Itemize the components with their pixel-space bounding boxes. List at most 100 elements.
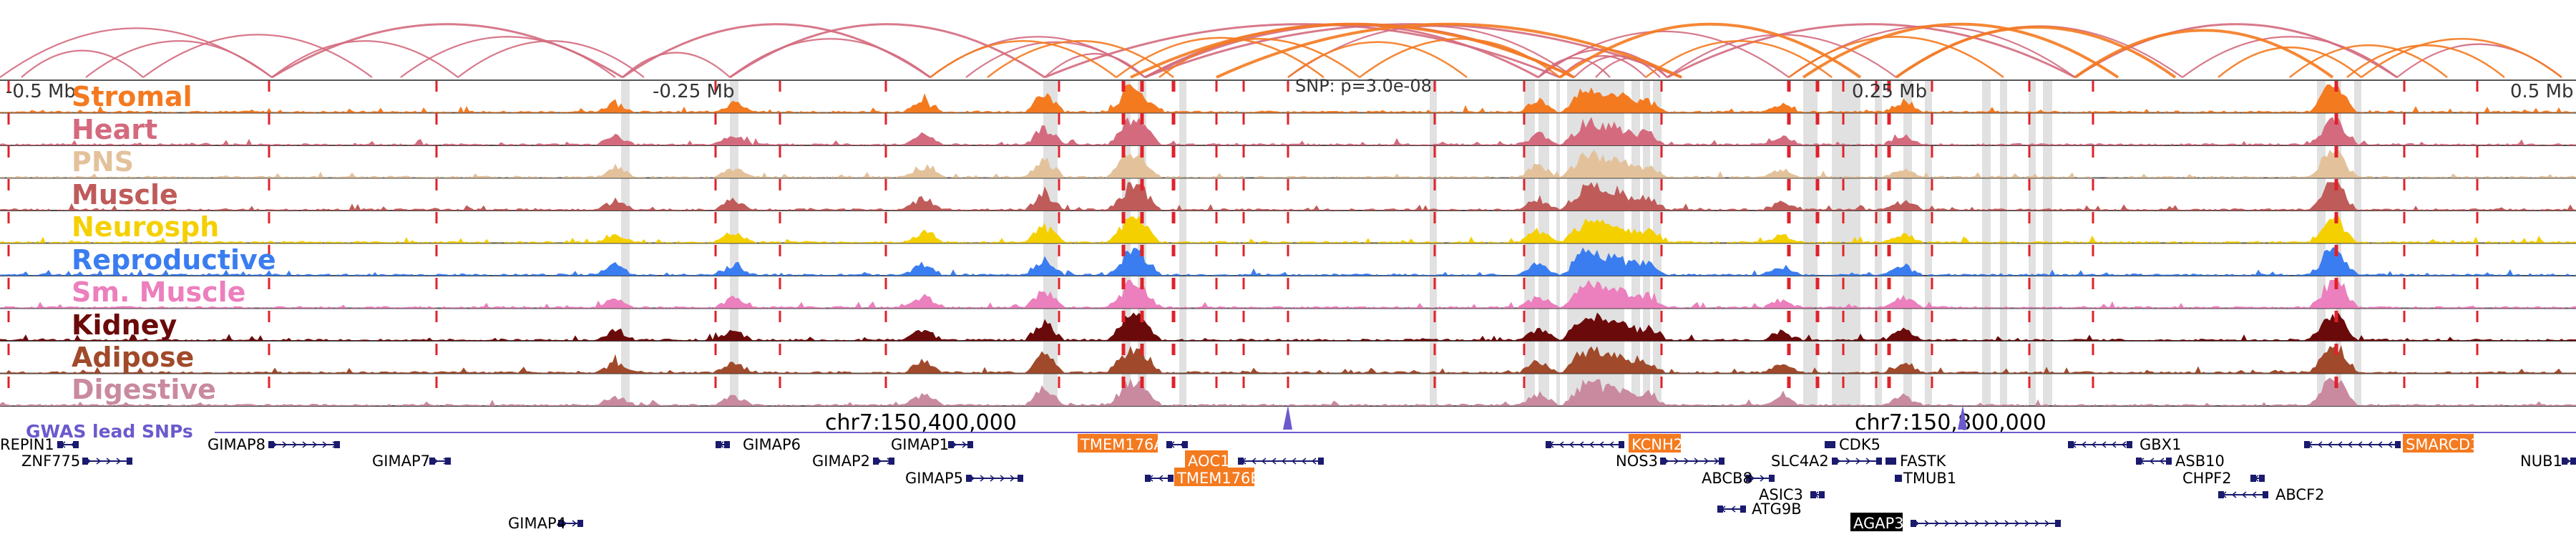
loop-arc (987, 39, 1174, 78)
gene-label: GIMAP1 (891, 436, 949, 453)
strand-arrow-icon (2251, 491, 2257, 498)
gene-label: ATG9B (1752, 500, 1802, 518)
track-signal-digestive (0, 377, 2576, 406)
loop-arc (1287, 41, 1468, 78)
loop-arc (1559, 55, 1646, 78)
strand-arrow-icon (322, 441, 328, 448)
track-label-pns: PNS (72, 146, 134, 178)
strand-arrow-icon (292, 441, 298, 448)
gene-label: GIMAP5 (905, 470, 963, 487)
gene-exon (127, 458, 132, 465)
strand-arrow-icon (2024, 520, 2030, 527)
strand-arrow-icon (980, 475, 985, 482)
gene-label: GIMAP8 (208, 436, 265, 453)
gene-label: SMARCD3 (2406, 436, 2480, 453)
gene-exon (445, 458, 451, 465)
strand-arrow-icon (302, 441, 308, 448)
gene-exon (2395, 441, 2401, 448)
loop-arc (2361, 38, 2562, 78)
strand-arrow-icon (2101, 441, 2107, 448)
track-labels: Stromal Heart PNS Muscle Neurosph Reprod… (72, 81, 276, 405)
gene-exon (1819, 491, 1825, 498)
gene-exon (577, 520, 583, 527)
gene-gimap6: GIMAP6 (716, 436, 801, 453)
gene-label: ASIC3 (1759, 486, 1803, 503)
gene-exon (1895, 475, 1901, 482)
gene-label-highlight (1850, 513, 1903, 531)
gwas-snp-marker (1283, 405, 1292, 430)
strand-arrow-icon (1944, 520, 1950, 527)
strand-arrow-icon (1568, 441, 1574, 448)
loop-arc (2218, 46, 2362, 78)
ruler-left-label: -0.5 Mb (6, 81, 76, 102)
track-label-kidney: Kidney (72, 309, 177, 341)
gene-exon (2250, 475, 2256, 482)
gene-exon (57, 441, 63, 448)
strand-arrow-icon (1291, 458, 1297, 465)
gene-exon (1740, 505, 1746, 513)
gene-exon (1619, 441, 1624, 448)
gene-nos3: NOS3 (1616, 453, 1724, 470)
strand-arrow-icon (1589, 441, 1594, 448)
gwas-lead-snps-track: GWAS lead SNPs (26, 405, 2576, 442)
strand-arrow-icon (2367, 441, 2373, 448)
track-signal-kidney (0, 312, 2576, 341)
gene-cdk5: CDK5 (1825, 436, 1880, 453)
strand-arrow-icon (1964, 520, 1970, 527)
strand-arrow-icon (1865, 458, 1871, 465)
gene-exon (73, 441, 79, 448)
track-signal-stromal (0, 84, 2576, 113)
gene-label: ASB10 (2175, 453, 2225, 470)
gene-exon (1746, 475, 1752, 482)
strand-arrow-icon (2241, 491, 2247, 498)
gene-label: CHPF2 (2182, 470, 2232, 487)
track-label-adipose: Adipose (72, 342, 194, 373)
gene-label: GIMAP7 (372, 453, 430, 470)
strand-arrow-icon (2377, 441, 2383, 448)
gene-label: FASTK (1900, 453, 1947, 470)
strand-arrow-icon (2081, 441, 2087, 448)
strand-arrow-icon (1599, 441, 1604, 448)
strand-arrow-icon (990, 475, 995, 482)
strand-arrow-icon (1694, 458, 1699, 465)
strand-arrow-icon (2337, 441, 2343, 448)
gene-exon (1660, 458, 1666, 465)
loop-arc (85, 40, 273, 78)
strand-arrow-icon (1674, 458, 1679, 465)
strand-arrow-icon (1855, 458, 1861, 465)
strand-arrow-icon (1261, 458, 1267, 465)
loop-arc (1574, 55, 1661, 78)
track-label-sm-muscle: Sm. Muscle (72, 276, 245, 308)
gene-exon (2218, 491, 2224, 498)
strand-arrow-icon (1984, 520, 1990, 527)
gene-exon (889, 458, 894, 465)
gene-atg9b: ATG9B (1717, 500, 1802, 518)
strand-arrow-icon (1000, 475, 1005, 482)
gene-exon (1832, 458, 1838, 465)
loop-arc (2346, 44, 2505, 78)
strand-arrow-icon (1301, 458, 1307, 465)
strand-arrow-icon (1714, 458, 1719, 465)
coordinate-left: chr7:150,400,000 (825, 410, 1017, 435)
gene-gimap7: GIMAP7 (372, 453, 451, 470)
gene-label: GIMAP6 (743, 436, 801, 453)
strand-arrow-icon (312, 441, 318, 448)
gene-label-highlight (1078, 434, 1158, 453)
gene-aoc1: AOC1 (1185, 450, 1324, 470)
track-signal-muscle (0, 182, 2576, 211)
gene-label: GIMAP2 (812, 453, 870, 470)
strand-arrow-icon (1251, 458, 1257, 465)
gene-exon (2562, 458, 2567, 465)
strand-arrow-icon (2121, 441, 2127, 448)
strand-arrow-icon (2111, 441, 2117, 448)
strand-arrow-icon (2034, 520, 2040, 527)
gene-exon (1911, 520, 1916, 527)
gene-abcb8: ABCB8 (1702, 470, 1775, 487)
gene-exon (1717, 505, 1723, 513)
gene-exon (2136, 458, 2142, 465)
gene-nub1: NUB1 (2520, 453, 2576, 470)
gene-exon (2068, 441, 2074, 448)
strand-arrow-icon (962, 441, 967, 448)
track-signal-neurosph (0, 215, 2576, 243)
